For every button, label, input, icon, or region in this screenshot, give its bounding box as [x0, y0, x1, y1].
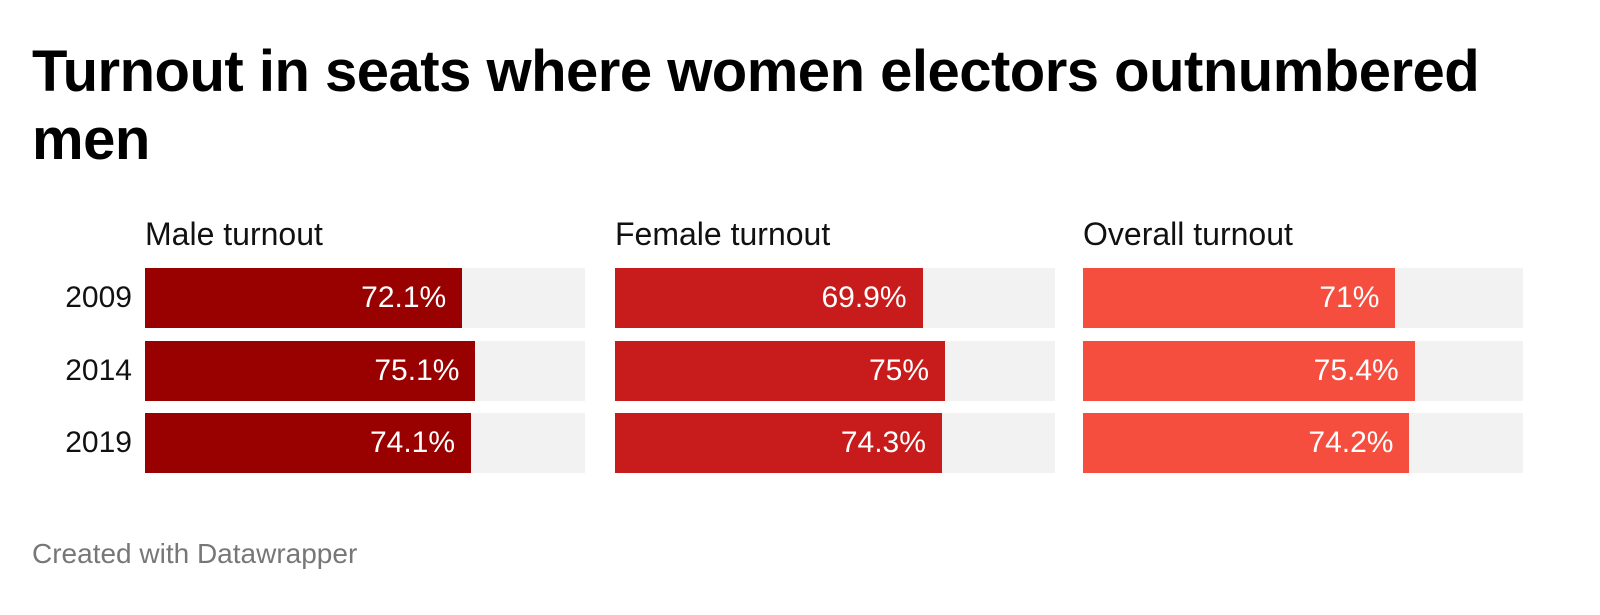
bar-value-label: 75.1% [374, 354, 460, 387]
footer-credit: Created with Datawrapper [32, 538, 358, 569]
bar-track: 69.9% [615, 268, 1055, 328]
bar-0-2014: 75.1% [145, 341, 476, 401]
bar-value-label: 74.3% [840, 426, 926, 459]
bar-track: 74.1% [145, 413, 585, 473]
row-label-2014: 2014 [65, 354, 132, 387]
bar-track: 74.2% [1083, 413, 1523, 473]
bar-track: 75.1% [145, 341, 585, 401]
bar-value-label: 75% [868, 354, 929, 387]
bar-value-label: 74.1% [369, 426, 456, 459]
bar-track: 75.4% [1083, 341, 1523, 401]
chart-title: Turnout in seats where women electors ou… [32, 39, 1480, 172]
panel-title-1: Female turnout [615, 216, 831, 252]
row-label-2009: 2009 [65, 281, 132, 314]
bar-0-2019: 74.1% [145, 413, 472, 473]
bar-2-2019: 74.2% [1083, 413, 1410, 473]
bar-1-2009: 69.9% [615, 268, 923, 328]
bar-track: 75% [615, 341, 1055, 401]
row-label-2019: 2019 [65, 426, 132, 459]
bar-value-label: 69.9% [821, 281, 907, 314]
bar-value-label: 75.4% [1313, 354, 1399, 387]
bar-track: 74.3% [615, 413, 1055, 473]
bar-1-2019: 74.3% [615, 413, 942, 473]
bar-2-2009: 71% [1083, 268, 1396, 328]
bar-2-2014: 75.4% [1083, 341, 1415, 401]
bar-value-label: 71% [1319, 281, 1380, 314]
bar-0-2009: 72.1% [145, 268, 463, 328]
panel-title-2: Overall turnout [1083, 216, 1293, 252]
panel-title-0: Male turnout [145, 216, 323, 252]
bar-track: 72.1% [145, 268, 585, 328]
bar-1-2014: 75% [615, 341, 945, 401]
bar-value-label: 74.2% [1308, 426, 1394, 459]
bar-value-label: 72.1% [361, 281, 447, 314]
bar-track: 71% [1083, 268, 1523, 328]
